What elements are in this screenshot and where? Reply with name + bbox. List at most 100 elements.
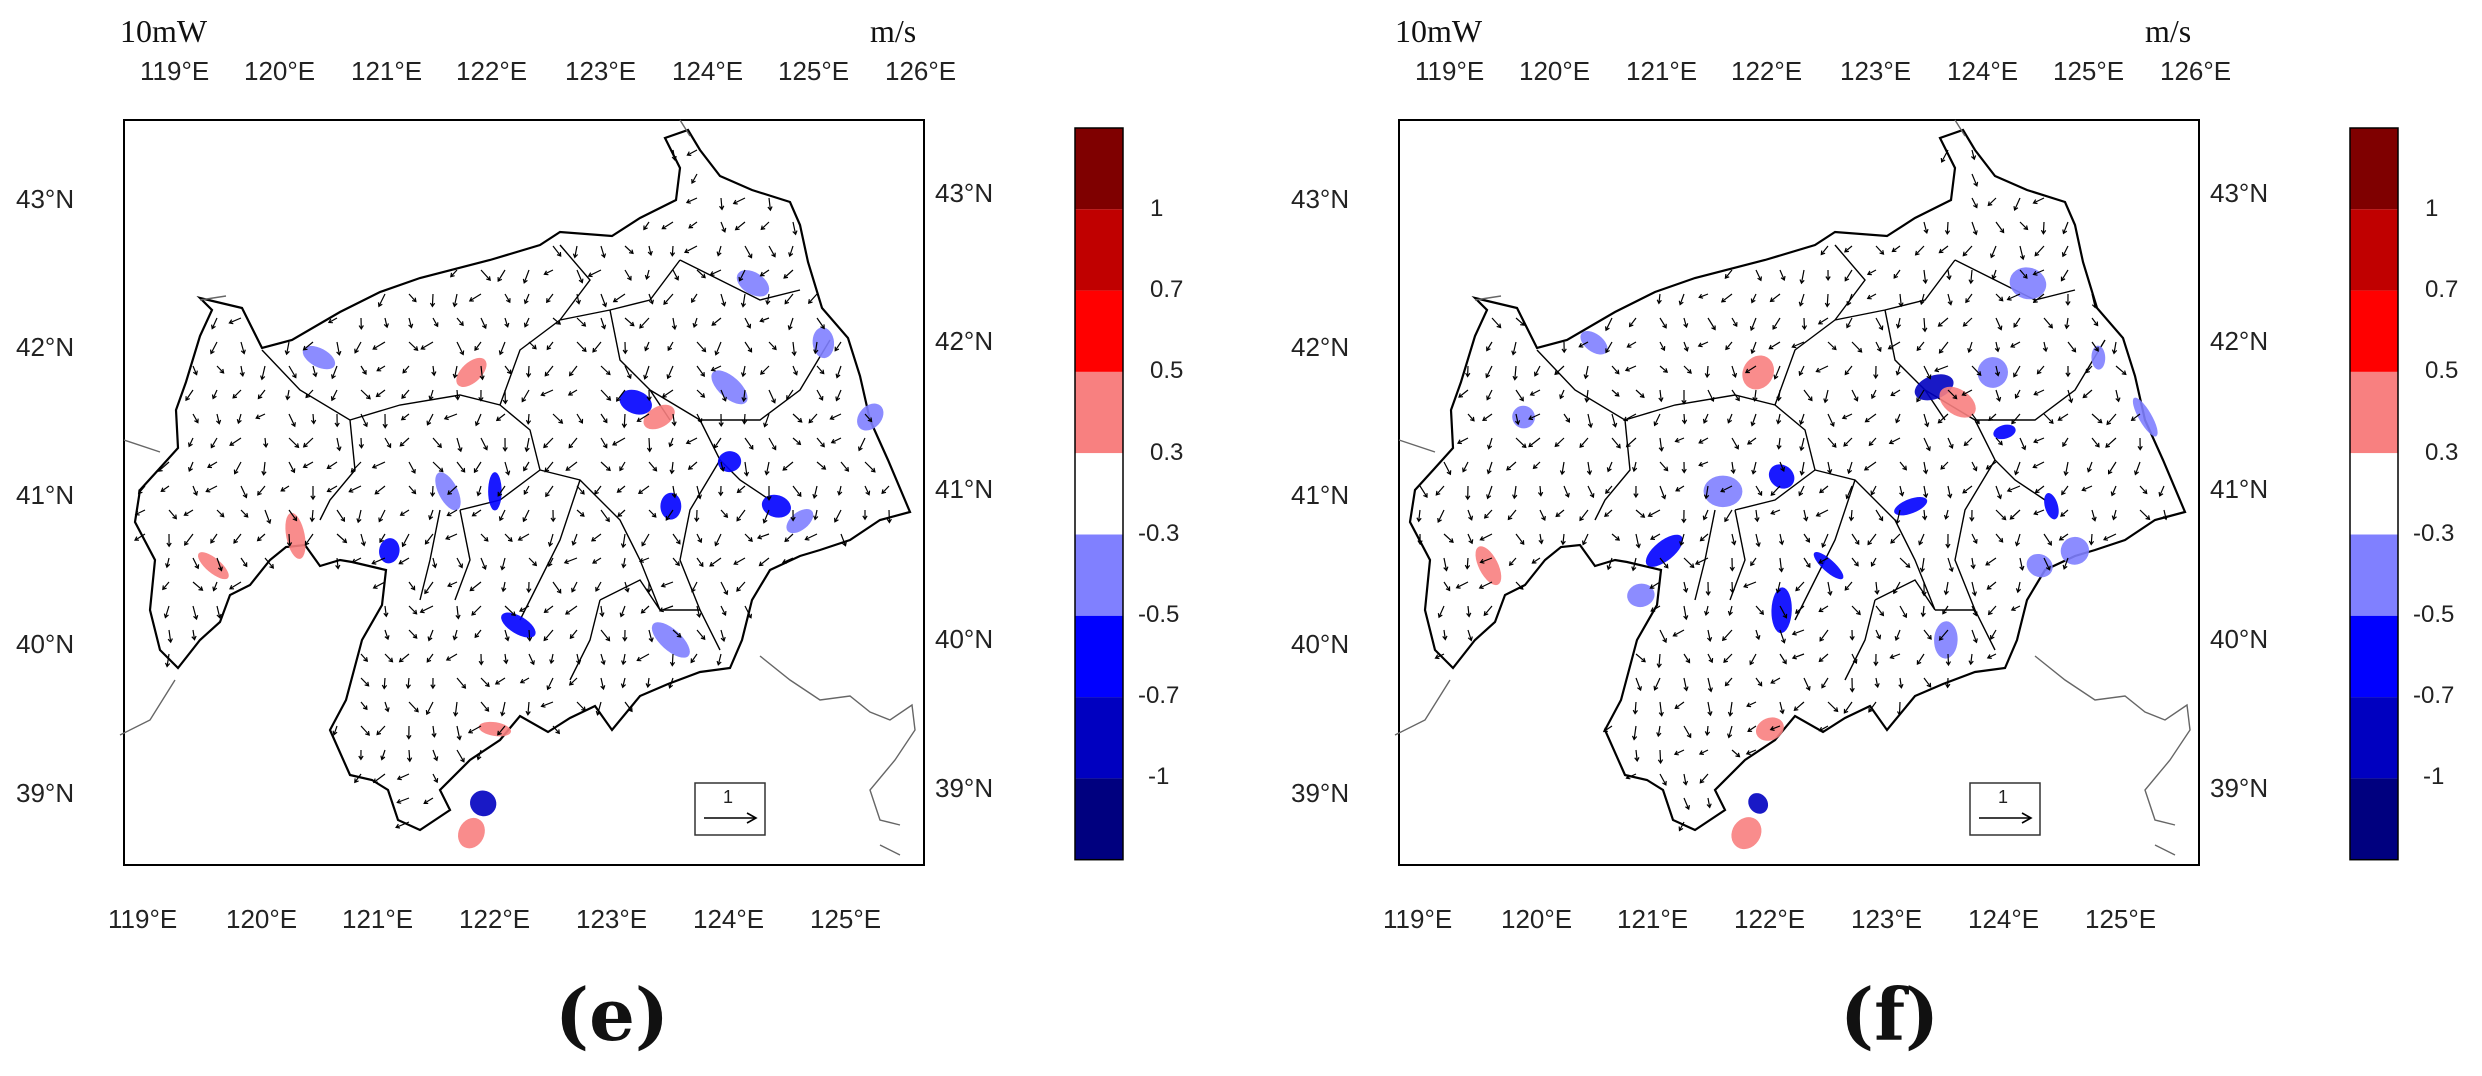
wind-vector (768, 245, 776, 258)
wind-vector (431, 725, 437, 738)
lat-tick-left: 43°N (1291, 184, 1349, 214)
wind-vector (813, 341, 819, 355)
reference-vector-label: 1 (723, 787, 733, 807)
anomaly-shading (456, 357, 487, 388)
wind-vector (1971, 173, 1979, 187)
wind-vector (1919, 293, 1925, 306)
wind-vector (1747, 725, 1757, 733)
wind-vector (768, 341, 777, 351)
wind-vector (447, 581, 458, 588)
lon-tick: 121°E (351, 56, 422, 86)
wind-vector (2088, 533, 2095, 546)
wind-vector (2162, 509, 2168, 521)
wind-vector (474, 629, 482, 639)
wind-vector (1803, 677, 1811, 692)
wind-vector (1679, 533, 1685, 547)
wind-vector (1538, 533, 1544, 545)
colorbar-label: -0.7 (1138, 682, 1179, 709)
wind-vector (522, 269, 530, 284)
anomaly-shading (1977, 357, 2008, 388)
wind-vector (600, 677, 606, 691)
wind-vector (1961, 389, 1973, 396)
wind-vector (1899, 605, 1908, 619)
wind-vector (2086, 461, 2093, 473)
anomaly-shading (711, 370, 748, 405)
anomaly-shading (651, 622, 690, 658)
wind-vector (1702, 413, 1709, 424)
wind-vector (379, 533, 386, 544)
wind-vector (1611, 389, 1620, 397)
wind-vector (381, 677, 388, 690)
wind-vector (192, 605, 199, 621)
wind-vector (744, 605, 752, 619)
wind-vector (453, 701, 459, 717)
wind-vector (1818, 605, 1829, 613)
wind-vector (1841, 413, 1853, 420)
wind-vector (2043, 533, 2052, 546)
wind-vector (759, 365, 770, 375)
lon-tick: 119°E (1383, 904, 1452, 934)
wind-vector (600, 629, 611, 642)
wind-vector (1914, 245, 1925, 256)
wind-vector (257, 485, 266, 496)
panel-e-bottom-lon-axis: 119°E 120°E 121°E 122°E 123°E 124°E 125°… (108, 904, 881, 934)
wind-vector (669, 461, 675, 475)
wind-vector (720, 389, 727, 402)
wind-vector (375, 389, 386, 398)
wind-vector (1707, 317, 1716, 331)
anomaly-shading (379, 538, 400, 564)
wind-vector (886, 509, 892, 524)
wind-vector (744, 245, 753, 259)
wind-vector (1818, 653, 1829, 663)
wind-vector (360, 533, 366, 547)
wind-vector (1512, 365, 1518, 381)
wind-vector (1683, 341, 1689, 352)
wind-vector (1799, 413, 1805, 426)
wind-vector (334, 413, 340, 428)
anomaly-shading (1580, 330, 1608, 355)
wind-vector (1968, 269, 1974, 285)
wind-vector (1844, 581, 1853, 591)
wind-vector (576, 413, 584, 424)
wind-vector (456, 437, 463, 453)
wind-vector (1604, 509, 1613, 518)
wind-vector (406, 725, 412, 740)
wind-vector (816, 461, 827, 470)
wind-vector (621, 653, 627, 666)
wind-vector (840, 461, 850, 472)
wind-vector (1674, 437, 1685, 443)
wind-vector (1681, 461, 1687, 474)
wind-vector (1851, 341, 1863, 353)
wind-vector (351, 557, 362, 564)
wind-vector (1943, 581, 1949, 596)
wind-vector (671, 149, 677, 161)
wind-vector (474, 341, 482, 351)
wind-vector (639, 317, 650, 329)
wind-vector (502, 437, 508, 452)
wind-vector (1635, 509, 1646, 518)
wind-vector (716, 245, 722, 257)
wind-vector (1890, 533, 1901, 544)
wind-vector (429, 293, 436, 308)
wind-vector (408, 629, 418, 639)
anomaly-shading (488, 472, 502, 511)
wind-vector (374, 485, 386, 495)
wind-vector (1635, 533, 1641, 549)
colorbar-label: -0.3 (2413, 520, 2454, 547)
wind-vector (371, 557, 386, 565)
wind-vector (480, 701, 490, 712)
wind-vector (1799, 437, 1805, 452)
wind-vector (1659, 629, 1667, 644)
wind-vector (210, 533, 218, 544)
wind-vector (1779, 605, 1788, 619)
wind-vector (1945, 533, 1951, 549)
wind-vector (456, 749, 465, 763)
wind-vector (528, 557, 538, 567)
anomaly-shading (660, 492, 682, 520)
panel-e-shading (197, 270, 884, 849)
wind-vector (1457, 437, 1469, 445)
wind-vector (1851, 653, 1858, 665)
wind-vector (452, 365, 458, 379)
wind-vector (549, 653, 555, 665)
wind-vector (519, 677, 530, 684)
